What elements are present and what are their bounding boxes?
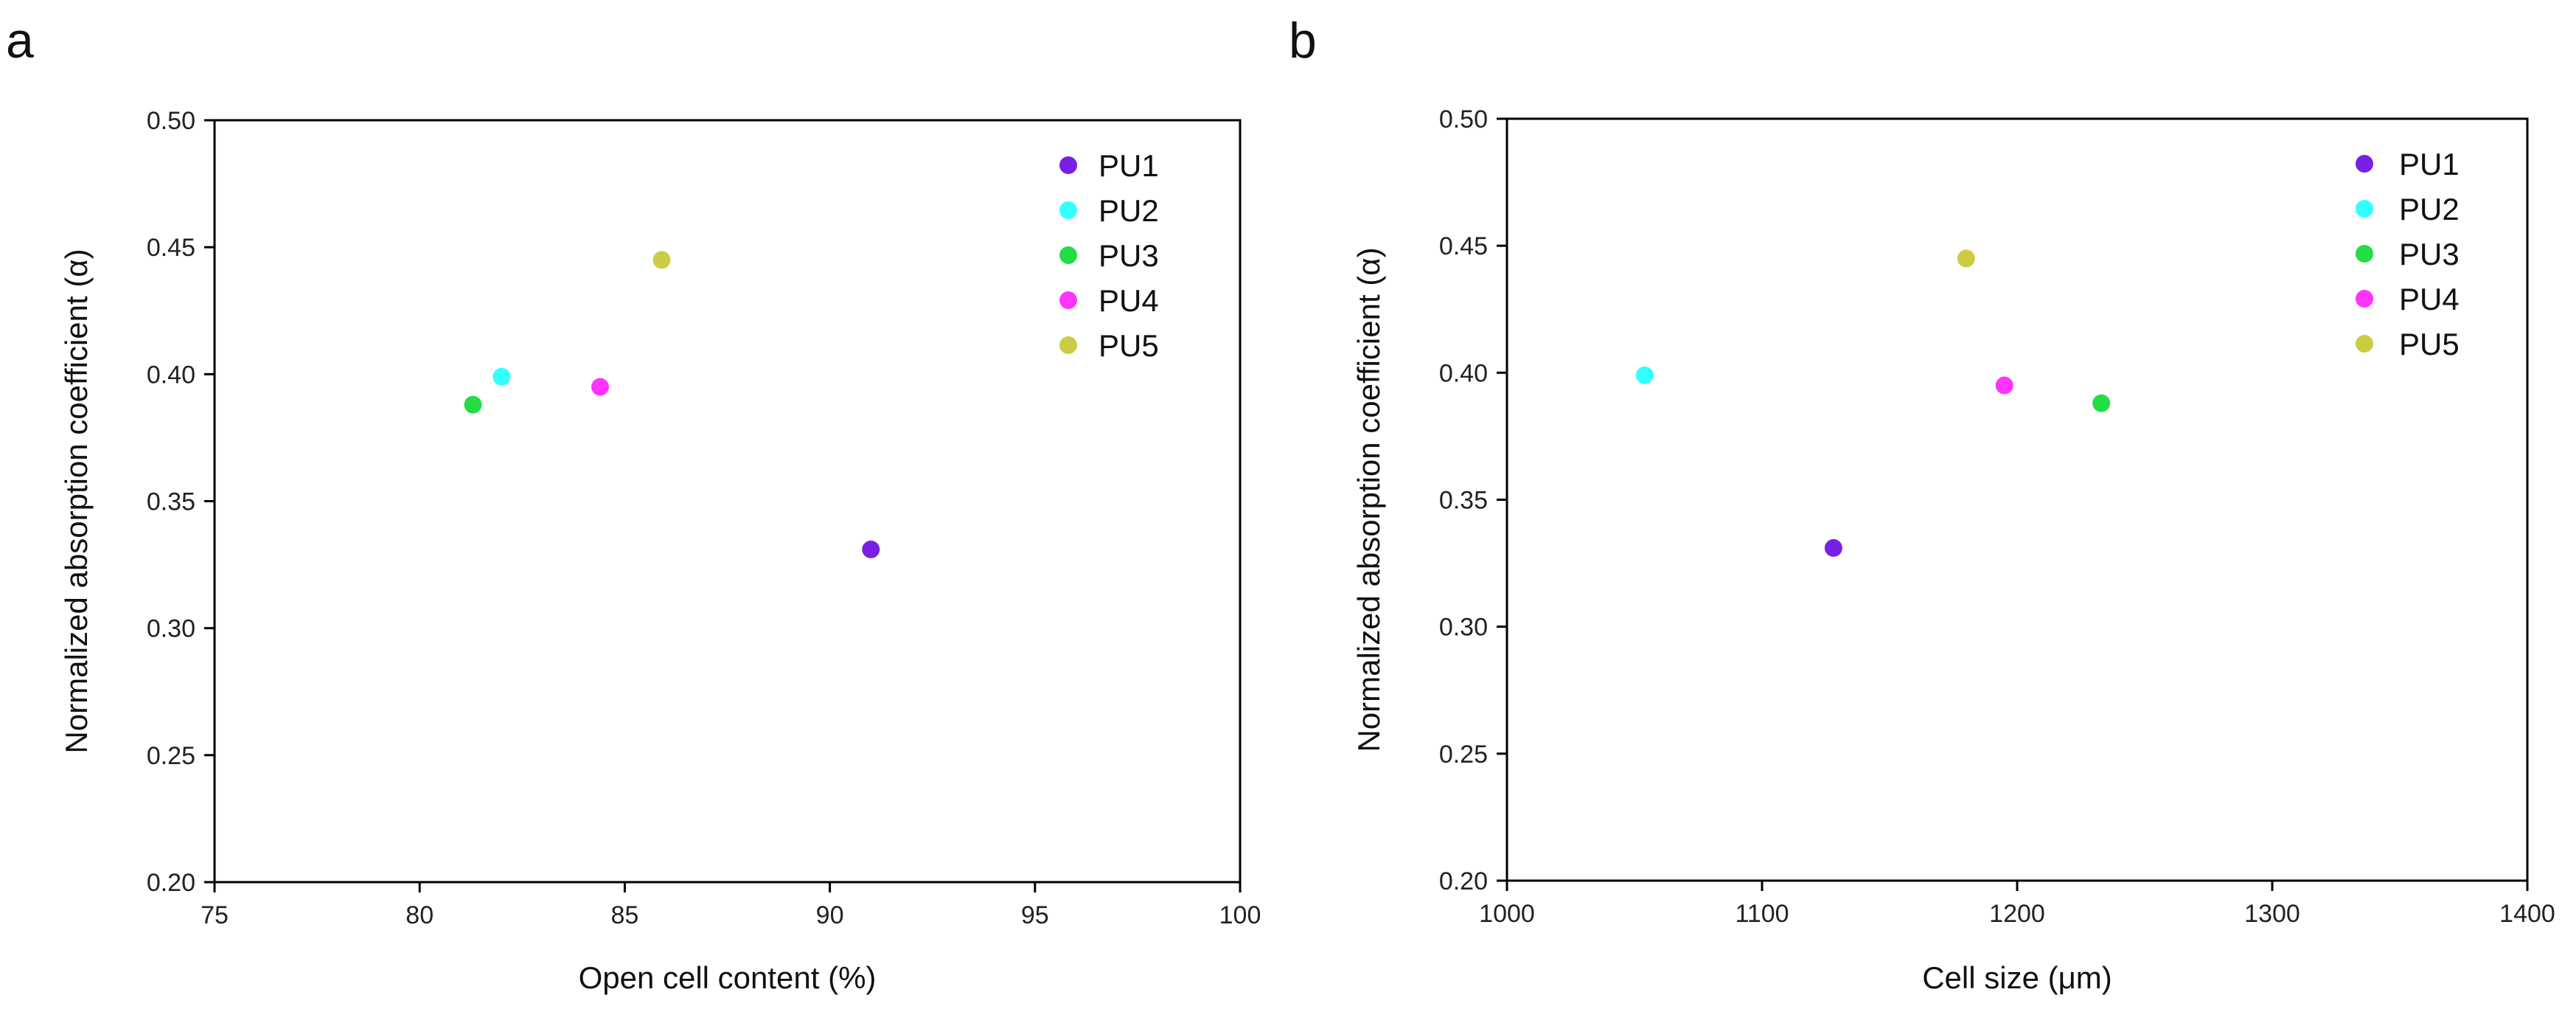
- y-tick-label: 0.30: [1439, 614, 1488, 642]
- plot-frame: [213, 119, 1242, 884]
- y-axis-label: Normalized absorption coefficient (α): [1351, 247, 1386, 752]
- x-tick-label: 1300: [2244, 900, 2300, 928]
- y-tick-label: 0.40: [1439, 359, 1488, 387]
- legend-marker-pu3: [2356, 245, 2373, 263]
- y-tick-label: 0.20: [147, 869, 195, 897]
- legend-label-pu4: PU4: [1099, 283, 1159, 318]
- legend-marker-pu1: [1059, 156, 1077, 174]
- data-point-pu2: [492, 367, 511, 386]
- panel-label: a: [6, 13, 34, 69]
- legend-label-pu3: PU3: [2399, 237, 2460, 271]
- legend-label-pu5: PU5: [2399, 327, 2460, 361]
- legend-marker-pu4: [1059, 291, 1077, 309]
- data-point-pu1: [1824, 538, 1842, 557]
- x-tick-label: 1100: [1735, 900, 1789, 928]
- panel-a: a 75 80 85 90 95 100 0.20 0.25 0.30 0.35 0.40 0.45 0.…: [6, 13, 1261, 995]
- panel-label: b: [1289, 13, 1317, 69]
- data-point-pu5: [1957, 249, 1975, 268]
- data-point-pu1: [862, 540, 880, 558]
- legend-label-pu1: PU1: [2399, 147, 2460, 181]
- x-tick-label: 95: [1021, 901, 1049, 929]
- x-tick-label: 90: [816, 901, 844, 929]
- x-tick-label: 1200: [1989, 900, 2045, 928]
- y-tick-label: 0.50: [147, 107, 195, 135]
- panel-b: b 1000 1100 1200 1300 1400 0.20 0.25 0.30 0.35 0.4…: [1289, 13, 2555, 995]
- legend-label-pu2: PU2: [1099, 193, 1159, 228]
- x-tick-label: 75: [201, 901, 229, 929]
- y-tick-label: 0.50: [1439, 105, 1488, 134]
- y-tick-label: 0.35: [1439, 487, 1488, 515]
- y-tick-label: 0.45: [147, 234, 195, 262]
- data-point-pu3: [464, 395, 482, 414]
- legend-label-pu1: PU1: [1099, 148, 1159, 183]
- legend-marker-pu5: [1059, 336, 1077, 354]
- legend-marker-pu2: [2356, 200, 2373, 218]
- legend-label-pu3: PU3: [1099, 238, 1159, 273]
- x-tick-label: 80: [405, 901, 434, 929]
- legend-label-pu2: PU2: [2399, 192, 2460, 226]
- y-tick-label: 0.30: [147, 615, 195, 643]
- legend-label-pu4: PU4: [2399, 282, 2460, 316]
- plot-frame: [1505, 117, 2529, 882]
- x-tick-label: 85: [610, 901, 638, 929]
- data-point-pu4: [591, 378, 610, 396]
- data-point-pu3: [2092, 394, 2111, 412]
- y-axis-label: Normalized absorption coefficient (α): [59, 249, 94, 753]
- legend-marker-pu2: [1059, 201, 1077, 219]
- x-axis-label: Open cell content (%): [579, 960, 877, 995]
- x-tick-label: 1000: [1479, 900, 1535, 928]
- legend-label-pu5: PU5: [1099, 328, 1159, 363]
- x-tick-label: 1400: [2499, 900, 2555, 928]
- legend-marker-pu4: [2356, 290, 2373, 308]
- legend-marker-pu5: [2356, 335, 2373, 353]
- y-tick-label: 0.25: [147, 742, 195, 770]
- y-tick-label: 0.25: [1439, 741, 1488, 769]
- data-point-pu4: [1995, 376, 2013, 395]
- y-tick-label: 0.35: [147, 488, 195, 516]
- x-axis-label: Cell size (μm): [1922, 960, 2112, 995]
- y-tick-label: 0.45: [1439, 232, 1488, 260]
- data-point-pu5: [652, 251, 671, 269]
- x-tick-label: 100: [1219, 901, 1261, 929]
- y-tick-label: 0.20: [1439, 867, 1488, 895]
- y-tick-label: 0.40: [147, 361, 195, 389]
- legend-marker-pu1: [2356, 155, 2373, 173]
- data-point-pu2: [1635, 366, 1654, 384]
- legend-marker-pu3: [1059, 246, 1077, 264]
